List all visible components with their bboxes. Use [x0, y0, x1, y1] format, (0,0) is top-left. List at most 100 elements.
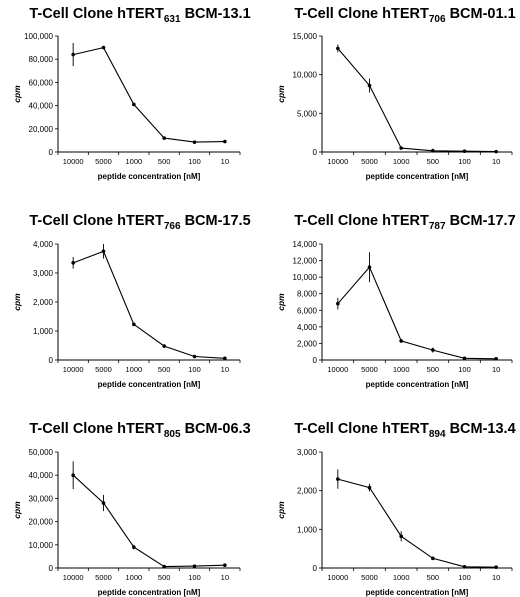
y-tick-label: 3,000 — [33, 269, 54, 278]
data-point — [336, 46, 340, 51]
x-tick-label: 500 — [427, 365, 440, 374]
y-tick-label: 80,000 — [29, 55, 54, 64]
data-point — [336, 477, 340, 481]
x-tick-label: 1000 — [125, 573, 142, 582]
data-point — [494, 149, 498, 154]
x-tick-label: 1000 — [393, 573, 410, 582]
title-suffix: BCM-13.4 — [446, 421, 516, 437]
title-subscript: 787 — [429, 221, 446, 232]
x-axis-label: peptide concentration [nM] — [366, 380, 469, 389]
data-point — [399, 534, 403, 539]
title-prefix: T-Cell Clone hTERT — [29, 6, 164, 22]
y-tick-label: 4,000 — [297, 323, 318, 332]
x-axis-label: peptide concentration [nM] — [366, 172, 469, 181]
data-point — [132, 322, 136, 327]
data-point — [101, 249, 106, 254]
y-tick-label: 0 — [49, 564, 54, 573]
y-tick-label: 100,000 — [24, 32, 53, 41]
series-line — [337, 266, 497, 360]
title-prefix: T-Cell Clone hTERT — [29, 213, 164, 229]
chart-panel: T-Cell Clone hTERT706 BCM-01.1 0 5,000 10,0… — [276, 6, 516, 181]
title-prefix: T-Cell Clone hTERT — [294, 421, 429, 437]
chart-panel: T-Cell Clone hTERT787 BCM-17.7 0 2,000 4,00… — [276, 213, 516, 389]
y-tick-label: 6,000 — [297, 306, 318, 315]
y-axis-label: cpm — [276, 85, 286, 103]
chart-panel: T-Cell Clone hTERT894 BCM-13.4 0 1,000 2,00… — [276, 421, 516, 597]
y-tick-label: 0 — [49, 148, 54, 157]
x-axis-label: peptide concentration [nM] — [98, 380, 201, 389]
y-tick-label: 10,000 — [293, 71, 318, 80]
y-tick-label: 40,000 — [29, 471, 54, 480]
title-prefix: T-Cell Clone hTERT — [29, 421, 164, 437]
title-suffix: BCM-06.3 — [181, 421, 251, 437]
x-tick-label: 100 — [458, 157, 471, 166]
data-point — [192, 140, 197, 144]
y-tick-label: 0 — [313, 148, 318, 157]
x-tick-label: 500 — [427, 157, 440, 166]
chart-panel: T-Cell Clone hTERT631 BCM-13.1 0 20,000 40,… — [12, 6, 251, 181]
title-suffix: BCM-13.1 — [181, 6, 251, 22]
data-point — [101, 501, 106, 505]
data-point — [162, 564, 166, 569]
y-axis-label: cpm — [12, 85, 22, 103]
y-tick-label: 1,000 — [297, 525, 318, 534]
y-tick-label: 4,000 — [33, 240, 54, 249]
data-point — [336, 301, 340, 306]
x-tick-label: 10000 — [327, 573, 348, 582]
x-tick-label: 100 — [188, 157, 201, 166]
x-tick-label: 10 — [221, 573, 229, 582]
data-point — [223, 356, 227, 361]
x-tick-label: 100 — [458, 365, 471, 374]
data-point — [431, 149, 435, 153]
chart-panel: T-Cell Clone hTERT805 BCM-06.3 0 10,000 20,… — [12, 421, 251, 597]
chart-title: T-Cell Clone hTERT787 BCM-17.7 — [294, 213, 515, 232]
title-subscript: 766 — [164, 221, 181, 232]
data-point — [132, 545, 136, 549]
data-point — [101, 45, 106, 50]
x-tick-label: 1000 — [393, 157, 410, 166]
y-axis-label: cpm — [276, 293, 286, 311]
x-tick-label: 10 — [492, 573, 500, 582]
y-tick-label: 14,000 — [293, 240, 318, 249]
y-tick-label: 2,000 — [33, 298, 54, 307]
x-tick-label: 10 — [221, 157, 229, 166]
y-tick-label: 3,000 — [297, 448, 318, 457]
data-point — [367, 83, 372, 88]
title-prefix: T-Cell Clone hTERT — [294, 6, 429, 22]
x-tick-label: 5000 — [361, 573, 378, 582]
y-tick-label: 1,000 — [33, 327, 54, 336]
data-point — [223, 139, 227, 144]
data-point — [494, 565, 498, 570]
y-axis-label: cpm — [12, 501, 22, 519]
y-tick-label: 10,000 — [29, 541, 54, 550]
data-point — [367, 485, 372, 490]
y-tick-label: 2,000 — [297, 487, 318, 496]
y-tick-label: 0 — [49, 356, 54, 365]
y-tick-label: 8,000 — [297, 290, 318, 299]
x-tick-label: 5000 — [95, 573, 112, 582]
data-point — [71, 52, 75, 57]
data-point — [399, 146, 403, 150]
x-tick-label: 5000 — [95, 365, 112, 374]
data-point — [192, 564, 197, 568]
y-tick-label: 30,000 — [29, 494, 54, 503]
y-tick-label: 10,000 — [293, 273, 318, 282]
series-line — [73, 250, 225, 359]
y-tick-label: 20,000 — [29, 518, 54, 527]
x-tick-label: 10 — [492, 365, 500, 374]
chart-title: T-Cell Clone hTERT805 BCM-06.3 — [29, 421, 250, 440]
data-point — [71, 261, 75, 265]
title-subscript: 706 — [429, 14, 446, 25]
x-tick-label: 5000 — [361, 365, 378, 374]
series-line — [337, 48, 497, 153]
x-tick-label: 500 — [427, 573, 440, 582]
chart-title: T-Cell Clone hTERT706 BCM-01.1 — [294, 6, 515, 25]
y-tick-label: 20,000 — [29, 125, 54, 134]
data-point — [71, 473, 75, 478]
x-tick-label: 10000 — [327, 157, 348, 166]
x-tick-label: 1000 — [125, 365, 142, 374]
x-tick-label: 500 — [158, 365, 171, 374]
y-tick-label: 15,000 — [293, 32, 318, 41]
y-tick-label: 5,000 — [297, 109, 318, 118]
